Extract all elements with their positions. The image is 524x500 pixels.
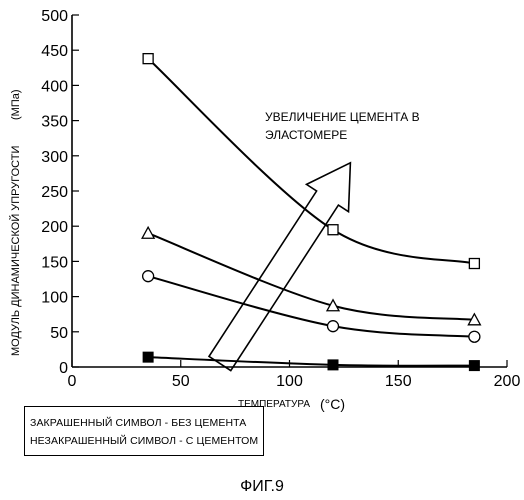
- x-tick-label: 150: [385, 373, 412, 390]
- legend-filled-symbol-text: ЗАКРАШЕННЫЙ СИМВОЛ - БЕЗ ЦЕМЕНТА: [30, 417, 246, 429]
- figure-caption: ФИГ.9: [0, 478, 524, 496]
- series-markers: [142, 54, 480, 371]
- x-tick-label: 50: [172, 373, 190, 390]
- series-lines: [148, 59, 474, 366]
- x-tick-label: 100: [276, 373, 303, 390]
- series-line-filled-square: [148, 357, 474, 366]
- data-point-filled-square: [143, 352, 153, 362]
- annotation-text-line-1: УВЕЛИЧЕНИЕ ЦЕМЕНТА В: [265, 110, 420, 124]
- y-tick-label: 450: [41, 43, 68, 60]
- legend-open-symbol-text: НЕЗАКРАШЕННЫЙ СИМВОЛ - С ЦЕМЕНТОМ: [30, 435, 258, 447]
- legend-box: ЗАКРАШЕННЫЙ СИМВОЛ - БЕЗ ЦЕМЕНТА НЕЗАКРА…: [24, 406, 264, 456]
- y-tick-label: 200: [41, 219, 68, 236]
- data-point-open-square: [469, 259, 479, 269]
- data-point-filled-square: [328, 360, 338, 370]
- axes: [72, 15, 507, 367]
- y-tick-label: 400: [41, 78, 68, 95]
- y-axis-unit: (МПа): [10, 89, 22, 120]
- y-tick-label: 350: [41, 114, 68, 131]
- x-axis-unit: (°C): [320, 396, 345, 412]
- y-tick-label: 500: [41, 8, 68, 25]
- x-tick-label: 200: [494, 373, 521, 390]
- annotation-text-line-2: ЭЛАСТОМЕРЕ: [265, 128, 347, 142]
- annotation-arrow: [209, 163, 350, 371]
- y-tick-label: 250: [41, 184, 68, 201]
- data-point-open-circle: [328, 321, 339, 332]
- y-tick-label: 150: [41, 254, 68, 271]
- y-tick-label: 100: [41, 290, 68, 307]
- series-line-open-circle: [148, 276, 474, 337]
- data-point-filled-square: [469, 361, 479, 371]
- data-point-open-square: [143, 54, 153, 64]
- series-line-open-square: [148, 59, 474, 264]
- data-point-open-circle: [469, 331, 480, 342]
- y-tick-label: 50: [50, 325, 68, 342]
- data-point-open-triangle: [142, 227, 154, 238]
- ticks: 0501001502002503003504004505000501001502…: [41, 8, 520, 390]
- annotation-arrow-group: [209, 163, 350, 371]
- y-tick-label: 300: [41, 149, 68, 166]
- x-tick-label: 0: [68, 373, 77, 390]
- data-point-open-square: [328, 225, 338, 235]
- y-axis-label: МОДУЛЬ ДИНАМИЧЕСКОЙ УПРУГОСТИ: [9, 146, 22, 356]
- data-point-open-circle: [143, 271, 154, 282]
